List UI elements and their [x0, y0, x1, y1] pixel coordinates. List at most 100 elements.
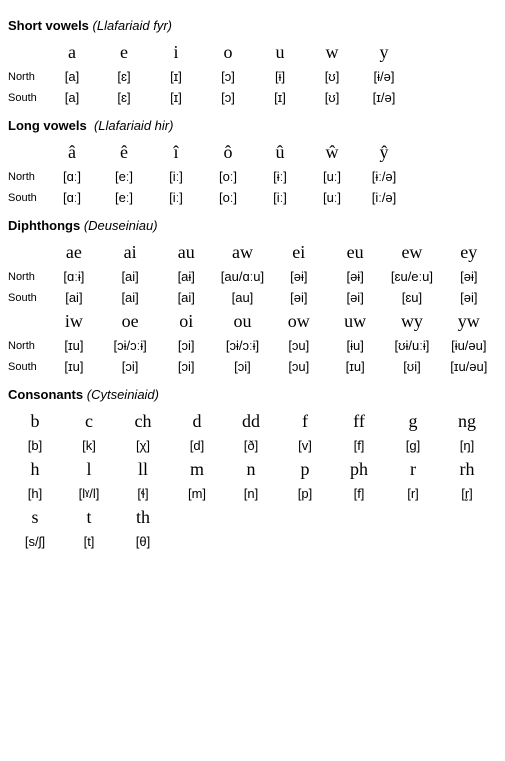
letter: n — [224, 456, 278, 483]
letter: î — [150, 139, 202, 166]
ipa: [ɔɨ/ɔːɨ] — [102, 335, 158, 356]
letter: c — [62, 408, 116, 435]
letter: aw — [214, 239, 270, 266]
row-label-north: North — [8, 166, 46, 187]
letter: i — [150, 39, 202, 66]
letter: w — [306, 39, 358, 66]
letter: ey — [441, 239, 497, 266]
letter: ae — [46, 239, 102, 266]
letter: t — [62, 504, 116, 531]
ipa: [ɔi] — [158, 335, 214, 356]
letter: ê — [98, 139, 150, 166]
empty-cell — [8, 139, 46, 166]
ipa: [əi] — [327, 287, 383, 308]
letter: ng — [440, 408, 494, 435]
title-long-vowels: Long vowels — [8, 118, 87, 133]
letter: r — [386, 456, 440, 483]
letter: e — [98, 39, 150, 66]
ipa: [lˠ/l] — [62, 483, 116, 504]
letter: wy — [383, 308, 440, 335]
ipa: [ʊɨ/uːɨ] — [383, 335, 440, 356]
ipa: [ɑːɨ] — [46, 266, 102, 287]
letter: o — [202, 39, 254, 66]
ipa: [ʊ] — [306, 87, 358, 108]
letter: a — [46, 39, 98, 66]
ipa: [h] — [8, 483, 62, 504]
letter: ph — [332, 456, 386, 483]
ipa: [ɨu/əu] — [441, 335, 497, 356]
letter: au — [158, 239, 214, 266]
ipa: [ʊi] — [383, 356, 440, 377]
ipa: [r] — [386, 483, 440, 504]
empty-cell — [8, 239, 46, 266]
title-diphthongs-sub: (Deuseiniau) — [84, 218, 158, 233]
ipa: [ɛ] — [98, 87, 150, 108]
letter: rh — [440, 456, 494, 483]
ipa: [a] — [46, 87, 98, 108]
title-consonants-sub: (Cytseiniaid) — [87, 387, 159, 402]
ipa: [ɪ] — [150, 66, 202, 87]
ipa: [ɛu/eːu] — [383, 266, 440, 287]
ipa: [ɔi] — [102, 356, 158, 377]
long-vowels-table: â ê î ô û ŵ ŷ North [ɑː] [eː] [iː] [oː] … — [8, 139, 410, 208]
ipa: [ɛ] — [98, 66, 150, 87]
ipa: [ɔɨ/ɔːɨ] — [214, 335, 270, 356]
section-title-consonants: Consonants (Cytseiniaid) — [8, 387, 497, 402]
consonants-table: b c ch d dd f ff g ng [b] [k] [χ] [d] [ð… — [8, 408, 494, 552]
ipa: [ai] — [102, 266, 158, 287]
short-vowels-table: a e i o u w y North [a] [ɛ] [ɪ] [ɔ] [ɨ] … — [8, 39, 410, 108]
letter: s — [8, 504, 62, 531]
section-title-short-vowels: Short vowels (Llafariaid fyr) — [8, 18, 497, 33]
letter: f — [278, 408, 332, 435]
ipa: [ŋ] — [440, 435, 494, 456]
letter: yw — [441, 308, 497, 335]
row-label-north: North — [8, 66, 46, 87]
ipa: [ɪ/ə] — [358, 87, 410, 108]
ipa: [ɨː] — [254, 166, 306, 187]
section-title-diphthongs: Diphthongs (Deuseiniau) — [8, 218, 497, 233]
ipa: [ɑː] — [46, 166, 98, 187]
letter: ŵ — [306, 139, 358, 166]
letter: eu — [327, 239, 383, 266]
ipa: [g] — [386, 435, 440, 456]
ipa: [eː] — [98, 166, 150, 187]
ipa: [d] — [170, 435, 224, 456]
ipa: [ɪu] — [327, 356, 383, 377]
ipa: [əi] — [441, 287, 497, 308]
row-label-north: North — [8, 266, 46, 287]
ipa: [əɨ] — [441, 266, 497, 287]
letter: ŷ — [358, 139, 410, 166]
ipa: [uː] — [306, 166, 358, 187]
title-long-vowels-sub: (Llafariaid hir) — [94, 118, 173, 133]
ipa: [v] — [278, 435, 332, 456]
ipa: [p] — [278, 483, 332, 504]
title-short-vowels: Short vowels — [8, 18, 89, 33]
ipa: [oː] — [202, 187, 254, 208]
ipa: [uː] — [306, 187, 358, 208]
ipa: [ɔ] — [202, 66, 254, 87]
ipa: [əi] — [271, 287, 327, 308]
ipa: [ɔ] — [202, 87, 254, 108]
ipa: [ai] — [46, 287, 102, 308]
letter: d — [170, 408, 224, 435]
letter: oi — [158, 308, 214, 335]
ipa: [ɨ] — [254, 66, 306, 87]
ipa: [ɑː] — [46, 187, 98, 208]
letter: ew — [383, 239, 440, 266]
ipa: [iː] — [150, 187, 202, 208]
ipa: [m] — [170, 483, 224, 504]
ipa: [n] — [224, 483, 278, 504]
ipa: [ɪu] — [46, 335, 102, 356]
letter: â — [46, 139, 98, 166]
ipa: [b] — [8, 435, 62, 456]
ipa: [ɨː/ə] — [358, 166, 410, 187]
letter: uw — [327, 308, 383, 335]
ipa: [au/ɑːu] — [214, 266, 270, 287]
ipa: [f] — [332, 483, 386, 504]
ipa: [ð] — [224, 435, 278, 456]
row-label-south: South — [8, 87, 46, 108]
ipa: [au] — [214, 287, 270, 308]
ipa: [oː] — [202, 166, 254, 187]
ipa: [iː] — [150, 166, 202, 187]
diphthongs-table-1: ae ai au aw ei eu ew ey North [ɑːɨ] [ai]… — [8, 239, 497, 377]
